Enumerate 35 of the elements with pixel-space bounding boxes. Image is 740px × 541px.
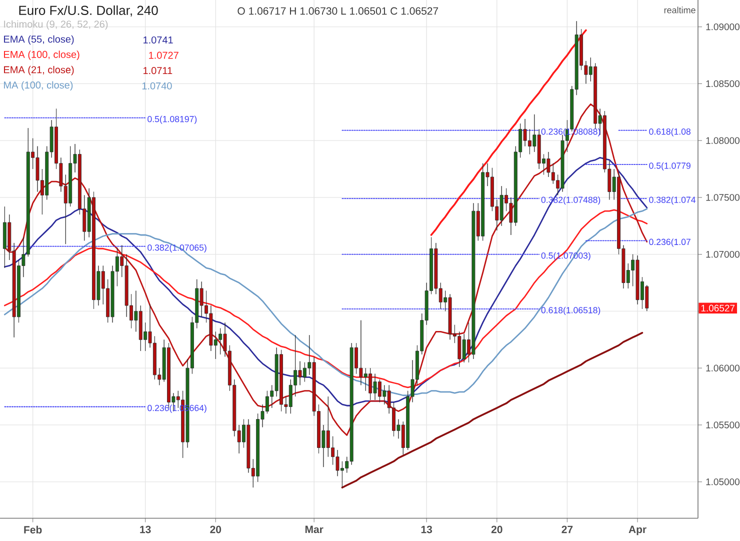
series-label: 0.5(1.0779 — [649, 162, 690, 171]
x-tick-label: 20 — [210, 526, 222, 534]
annotation: 1.0740 — [142, 82, 172, 90]
text: EMA (21, close) — [4, 66, 74, 76]
y-tick-label: 1.06000 — [706, 364, 740, 372]
x-tick-label: 20 — [491, 526, 502, 534]
y-tick-label: 1.08500 — [706, 80, 740, 88]
y-tick-label: 1.08000 — [706, 137, 740, 144]
text: 1.06527 — [701, 304, 735, 312]
series-label: 0.236(1.07 — [649, 238, 690, 247]
x-tick-label: 13 — [421, 526, 432, 534]
y-tick-label: 1.05500 — [706, 422, 740, 428]
x-tick-label: Apr — [628, 526, 646, 536]
x-tick-label: Feb — [24, 526, 42, 534]
annotation: 1.0741 — [144, 36, 173, 44]
text: realtime — [664, 6, 696, 14]
y-tick-label: 1.07500 — [706, 194, 740, 201]
y-tick-label: 1.07000 — [706, 250, 740, 258]
text: Euro Fx/U.S. Dollar, 240 — [19, 5, 158, 17]
text: MA (100, close) — [4, 81, 73, 91]
series-label: 0.618(1.08 — [649, 128, 690, 136]
series-label: 0.618(1.06518) — [541, 306, 600, 316]
y-tick-label: 1.09000 — [706, 23, 740, 30]
annotation: 1.0711 — [144, 67, 172, 74]
text: EMA (55, close) — [4, 35, 74, 45]
text: O 1.06717 H 1.06730 L 1.06501 C 1.06527 — [238, 7, 438, 15]
x-tick-label: Mar — [305, 526, 324, 534]
x-tick-label: 13 — [140, 526, 151, 534]
text: EMA (100, close) — [4, 50, 80, 60]
series-label: 0.5(1.08197) — [148, 116, 197, 124]
series-label: 0.382(1.074 — [649, 196, 696, 205]
x-tick-label: 27 — [562, 526, 573, 534]
y-tick-label: 1.05000 — [706, 478, 740, 486]
annotation: Ichimoku (9, 26, 52, 26) — [4, 20, 108, 30]
annotation: 1.0727 — [149, 52, 178, 59]
